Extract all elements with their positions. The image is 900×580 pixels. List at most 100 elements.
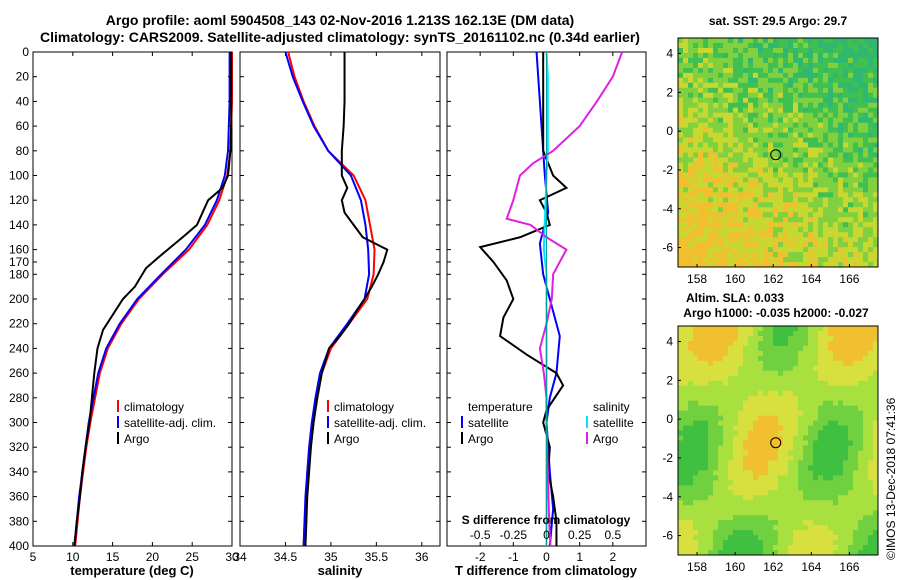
heatmap-cell <box>783 197 789 203</box>
heatmap-cell <box>838 112 844 119</box>
x-tick-label: 25 <box>186 550 200 564</box>
heatmap-cell <box>868 147 874 153</box>
heatmap-cell <box>833 97 839 104</box>
heatmap-cell <box>783 450 789 456</box>
heatmap-cell <box>738 435 744 441</box>
legend-t-argo-label: Argo <box>468 432 494 446</box>
heatmap-cell <box>718 102 724 109</box>
heatmap-cell <box>693 202 699 208</box>
heatmap-cell <box>738 102 744 109</box>
heatmap-cell <box>823 355 829 362</box>
heatmap-cell <box>718 330 724 337</box>
heatmap-cell <box>823 52 829 59</box>
heatmap-cell <box>828 237 834 243</box>
heatmap-cell <box>678 192 684 198</box>
heatmap-cell <box>758 480 764 486</box>
heatmap-cell <box>683 87 689 94</box>
heatmap-cell <box>808 227 814 233</box>
header-title-line2: Climatology: CARS2009. Satellite-adjuste… <box>40 29 640 45</box>
heatmap-cell <box>678 495 684 501</box>
heatmap-cell <box>798 330 804 337</box>
heatmap-cell <box>783 72 789 79</box>
heatmap-cell <box>823 147 829 153</box>
heatmap-cell <box>748 67 754 74</box>
heatmap-cell <box>773 212 779 218</box>
heatmap-cell <box>813 390 819 397</box>
heatmap-cell <box>723 330 729 337</box>
heatmap-cell <box>698 500 704 506</box>
heatmap-cell <box>763 177 769 183</box>
heatmap-cell <box>868 410 874 417</box>
heatmap-cell <box>723 385 729 392</box>
heatmap-cell <box>783 207 789 213</box>
heatmap-cell <box>763 390 769 397</box>
heatmap-cell <box>703 460 709 466</box>
heatmap-cell <box>703 465 709 471</box>
heatmap-cell <box>818 415 824 421</box>
heatmap-cell <box>788 535 794 541</box>
heatmap-cell <box>748 405 754 412</box>
heatmap-cell <box>833 207 839 213</box>
heatmap-cell <box>798 505 804 511</box>
heatmap-cell <box>693 152 699 158</box>
heatmap-cell <box>758 375 764 382</box>
heatmap-cell <box>748 520 754 526</box>
heatmap-cell <box>773 112 779 119</box>
heatmap-cell <box>708 375 714 382</box>
sla-map-panel: Altim. SLA: 0.033 Argo h1000: -0.035 h20… <box>662 291 879 574</box>
heatmap-cell <box>838 480 844 486</box>
heatmap-cell <box>833 345 839 352</box>
heatmap-cell <box>828 360 834 367</box>
heatmap-cell <box>798 360 804 367</box>
t-difference-x-label: T difference from climatology <box>455 563 638 578</box>
heatmap-cell <box>723 67 729 74</box>
heatmap-cell <box>698 450 704 456</box>
heatmap-cell <box>743 545 749 551</box>
heatmap-cell <box>868 455 874 461</box>
heatmap-cell <box>838 400 844 407</box>
heatmap-cell <box>863 415 869 421</box>
heatmap-cell <box>783 167 789 173</box>
heatmap-cell <box>783 475 789 481</box>
heatmap-cell <box>683 515 689 521</box>
heatmap-cell <box>753 450 759 456</box>
heatmap-cell <box>843 147 849 153</box>
heatmap-cell <box>783 97 789 104</box>
heatmap-cell <box>683 117 689 124</box>
heatmap-cell <box>808 475 814 481</box>
heatmap-cell <box>843 47 849 54</box>
heatmap-cell <box>783 82 789 89</box>
heatmap-cell <box>698 350 704 357</box>
heatmap-cell <box>783 520 789 526</box>
heatmap-cell <box>718 127 724 133</box>
heatmap-cell <box>743 42 749 49</box>
heatmap-cell <box>703 330 709 337</box>
heatmap-cell <box>853 132 859 138</box>
heatmap-cell <box>788 217 794 223</box>
heatmap-cell <box>808 530 814 536</box>
heatmap-cell <box>858 262 864 268</box>
heatmap-cell <box>818 505 824 511</box>
map-x-tick-label: 160 <box>725 272 745 286</box>
heatmap-cell <box>718 212 724 218</box>
heatmap-cell <box>688 77 694 84</box>
heatmap-cell <box>683 405 689 412</box>
heatmap-cell <box>788 470 794 476</box>
heatmap-cell <box>863 335 869 342</box>
heatmap-cell <box>838 445 844 451</box>
heatmap-cell <box>783 157 789 163</box>
heatmap-cell <box>708 475 714 481</box>
heatmap-cell <box>753 390 759 397</box>
heatmap-cell <box>823 390 829 397</box>
heatmap-cell <box>838 415 844 421</box>
heatmap-cell <box>693 400 699 407</box>
heatmap-cell <box>843 162 849 168</box>
heatmap-cell <box>813 460 819 466</box>
heatmap-cell <box>718 132 724 138</box>
heatmap-cell <box>828 242 834 248</box>
heatmap-cell <box>793 122 799 129</box>
heatmap-cell <box>813 520 819 526</box>
legend-t-satellite-label: satellite <box>468 416 509 430</box>
heatmap-cell <box>698 77 704 84</box>
heatmap-cell <box>863 365 869 372</box>
